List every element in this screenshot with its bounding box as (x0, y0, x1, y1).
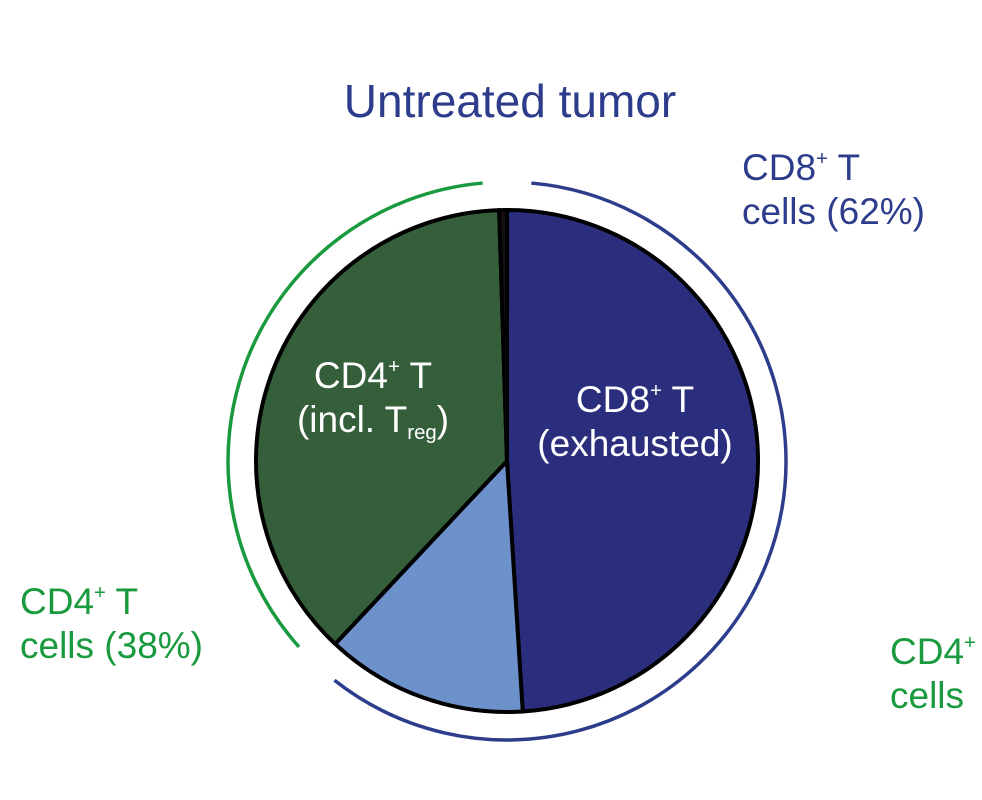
cd4-slice-label: CD4+ T (incl. Treg) (296, 355, 450, 445)
pie-slice-cd8 (505, 208, 761, 714)
cd8-slice-label: CD8+ T (exhausted) (537, 379, 733, 465)
group-arc-cd4_group (226, 181, 483, 649)
pie-slice-minor (497, 208, 509, 463)
pie-slice-cd4 (254, 208, 509, 646)
chart-title: Untreated tumor (343, 75, 677, 127)
cd4-group-label-clipped: CD4+ cells (890, 631, 976, 717)
pie-slice-other (333, 459, 525, 714)
cd4-group-label: CD4+ T cells (38%) (20, 581, 203, 667)
cd8-group-label: CD8+ T cells (62%) (742, 147, 925, 233)
group-arc-cd8_group (333, 181, 788, 742)
